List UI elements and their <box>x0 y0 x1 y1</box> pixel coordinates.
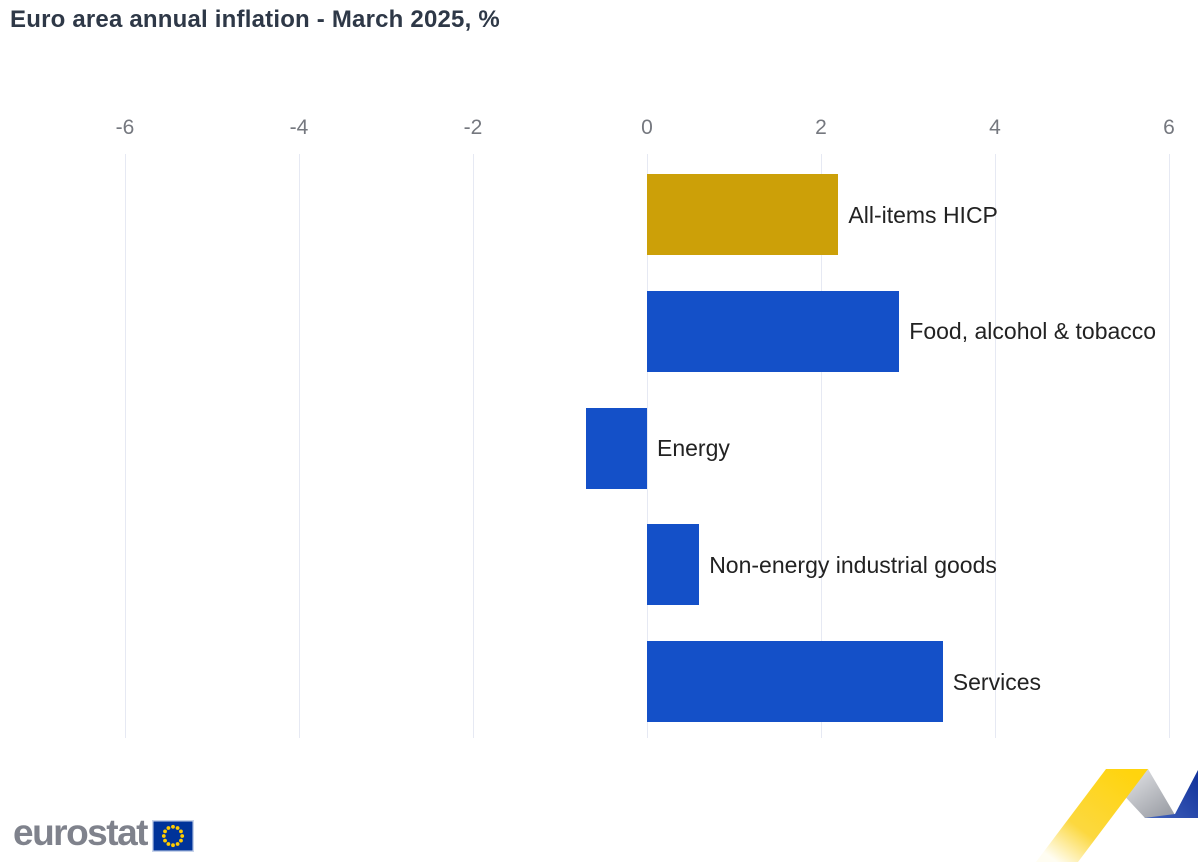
grid-line <box>821 154 822 738</box>
bar-category-label: All-items HICP <box>848 201 998 228</box>
x-axis-tick-label: -6 <box>115 116 135 139</box>
grid-line <box>647 154 648 738</box>
bar-energy <box>586 407 647 489</box>
bar-category-label: Food, alcohol & tobacco <box>909 318 1157 345</box>
grid-line <box>473 154 474 738</box>
x-axis-tick-label: 2 <box>815 116 827 139</box>
bar-category-label: Services <box>952 668 1041 695</box>
bar-category-label: Non-energy industrial goods <box>709 551 997 578</box>
grid-line <box>299 154 300 738</box>
x-axis-tick-label: 4 <box>989 116 1001 139</box>
x-axis-tick-label: 0 <box>641 116 653 139</box>
grid-line <box>995 154 996 738</box>
ribbon-yellow-band <box>1036 769 1148 862</box>
bar-food-alcohol-tobacco <box>647 290 900 372</box>
ribbon-blue-band <box>1144 770 1198 818</box>
bar-services <box>647 641 943 723</box>
eurostat-logo: eurostat <box>13 812 194 854</box>
eurostat-ribbon-graphic <box>1036 769 1198 862</box>
x-axis-tick-label: 6 <box>1163 116 1175 139</box>
grid-line <box>125 154 126 738</box>
eu-flag-stars <box>161 824 185 848</box>
bar-non-energy-industrial-goods <box>647 524 700 606</box>
x-axis-tick-label: -2 <box>463 116 483 139</box>
bar-all-items-hicp <box>647 174 839 255</box>
grid-line <box>1169 154 1170 738</box>
bar-category-label: Energy <box>657 435 730 462</box>
eurostat-logo-text: eurostat <box>13 812 148 853</box>
page-title: Euro area annual inflation - March 2025,… <box>10 6 500 33</box>
x-axis-tick-label: -4 <box>289 116 309 139</box>
eu-flag-icon <box>151 820 194 852</box>
